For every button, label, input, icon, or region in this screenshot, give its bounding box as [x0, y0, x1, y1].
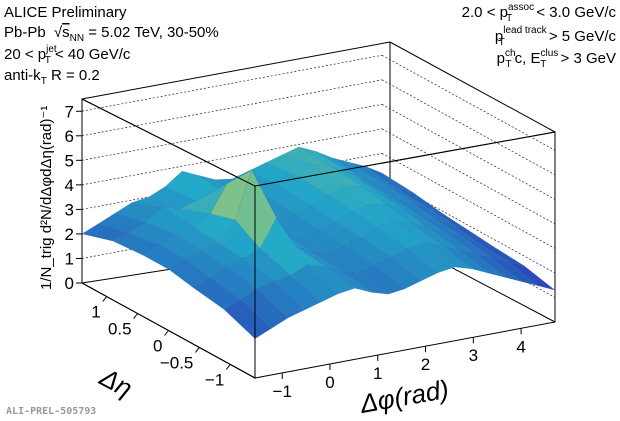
side-gridline: [381, 79, 556, 176]
z-tick-label: 4: [65, 176, 74, 195]
phi-tick-label: 3: [469, 346, 478, 365]
front-top-edge-right: [254, 131, 556, 187]
eta-tick-label: −1: [205, 370, 224, 389]
surface-cell: [407, 242, 456, 273]
surface-cell: [423, 242, 473, 270]
side-gridline: [381, 153, 556, 249]
side-gridline: [381, 104, 556, 200]
eta-tick-label: −0.5: [160, 353, 194, 372]
eta-tick-label: 1: [91, 303, 100, 322]
z-tick-label: 1: [65, 249, 74, 268]
z-axis-title: 1/N_trig d²N/dΔφdΔη(rad)⁻¹: [38, 106, 55, 290]
eta-tick-label: 0.5: [108, 320, 132, 339]
surface-cell: [474, 252, 522, 282]
header-right: 2.0 < passoc T < 3.0 GeV/c plead track T >…: [462, 2, 617, 70]
back-gridline: [81, 103, 383, 161]
z-tick-label: 2: [65, 225, 74, 244]
top-edge-left: [81, 41, 391, 100]
back-gridline: [81, 128, 383, 186]
z-tick-label: 3: [65, 200, 74, 219]
side-gridline: [381, 128, 556, 225]
phi-axis-ticks: −1 0 1 2 3 4: [273, 328, 526, 401]
phi-tick-label: −1: [273, 382, 292, 401]
z-tick-label: 5: [65, 151, 74, 170]
surface-cell: [457, 248, 506, 278]
side-gridline: [381, 54, 556, 151]
eta-axis-title: Δη: [94, 361, 137, 403]
eta-tick-mark: [102, 296, 108, 302]
eta-tick-label: 0: [153, 337, 162, 356]
z-tick-label: 6: [65, 127, 74, 146]
preliminary-id: ALI-PREL-505793: [6, 406, 96, 417]
surface-mesh: [81, 146, 556, 339]
surface-cell: [507, 261, 556, 291]
z-tick-label: 7: [65, 102, 74, 121]
algorithm-label: anti-kT R = 0.2: [4, 67, 100, 87]
surface-cell: [307, 264, 356, 294]
front-edges: [81, 98, 556, 378]
z-axis-ticks: 0 1 2 3 4 5 6 7: [65, 102, 82, 293]
header-left: ALICE Preliminary Pb-Pb √sNN = 5.02 TeV,…: [4, 4, 219, 87]
phi-tick-label: 1: [373, 364, 382, 383]
back-gridline: [81, 54, 383, 112]
eta-tick-mark: [225, 364, 231, 370]
phi-tick-label: 0: [325, 373, 334, 392]
phi-tick-label: 4: [516, 337, 525, 356]
eta-tick-mark: [164, 330, 169, 336]
lead-track-label: plead track T > 5 GeV/c: [495, 25, 617, 48]
assoc-pt-label: 2.0 < passoc T < 3.0 GeV/c: [462, 2, 617, 24]
eta-tick-mark: [195, 347, 200, 353]
jet-pt-label: 20 < pjet T < 40 GeV/c: [4, 44, 131, 66]
surface-cell: [324, 266, 372, 293]
surface-cell: [223, 298, 272, 339]
z-tick-label: 0: [65, 274, 74, 293]
system-label: Pb-Pb √sNN = 5.02 TeV, 30-50%: [4, 24, 219, 44]
eta-axis-ticks: 1 0.5 0−0.5 −1: [91, 296, 231, 389]
eta-tick-mark: [133, 313, 138, 319]
phi-axis-title: Δφ(rad): [357, 374, 451, 419]
top-edge-right: [389, 41, 556, 133]
front-top-edge: [81, 98, 256, 187]
phi-tick-label: 2: [421, 355, 430, 374]
experiment-label: ALICE Preliminary: [4, 4, 127, 21]
surface-cell: [357, 264, 406, 295]
back-gridline: [81, 79, 383, 137]
